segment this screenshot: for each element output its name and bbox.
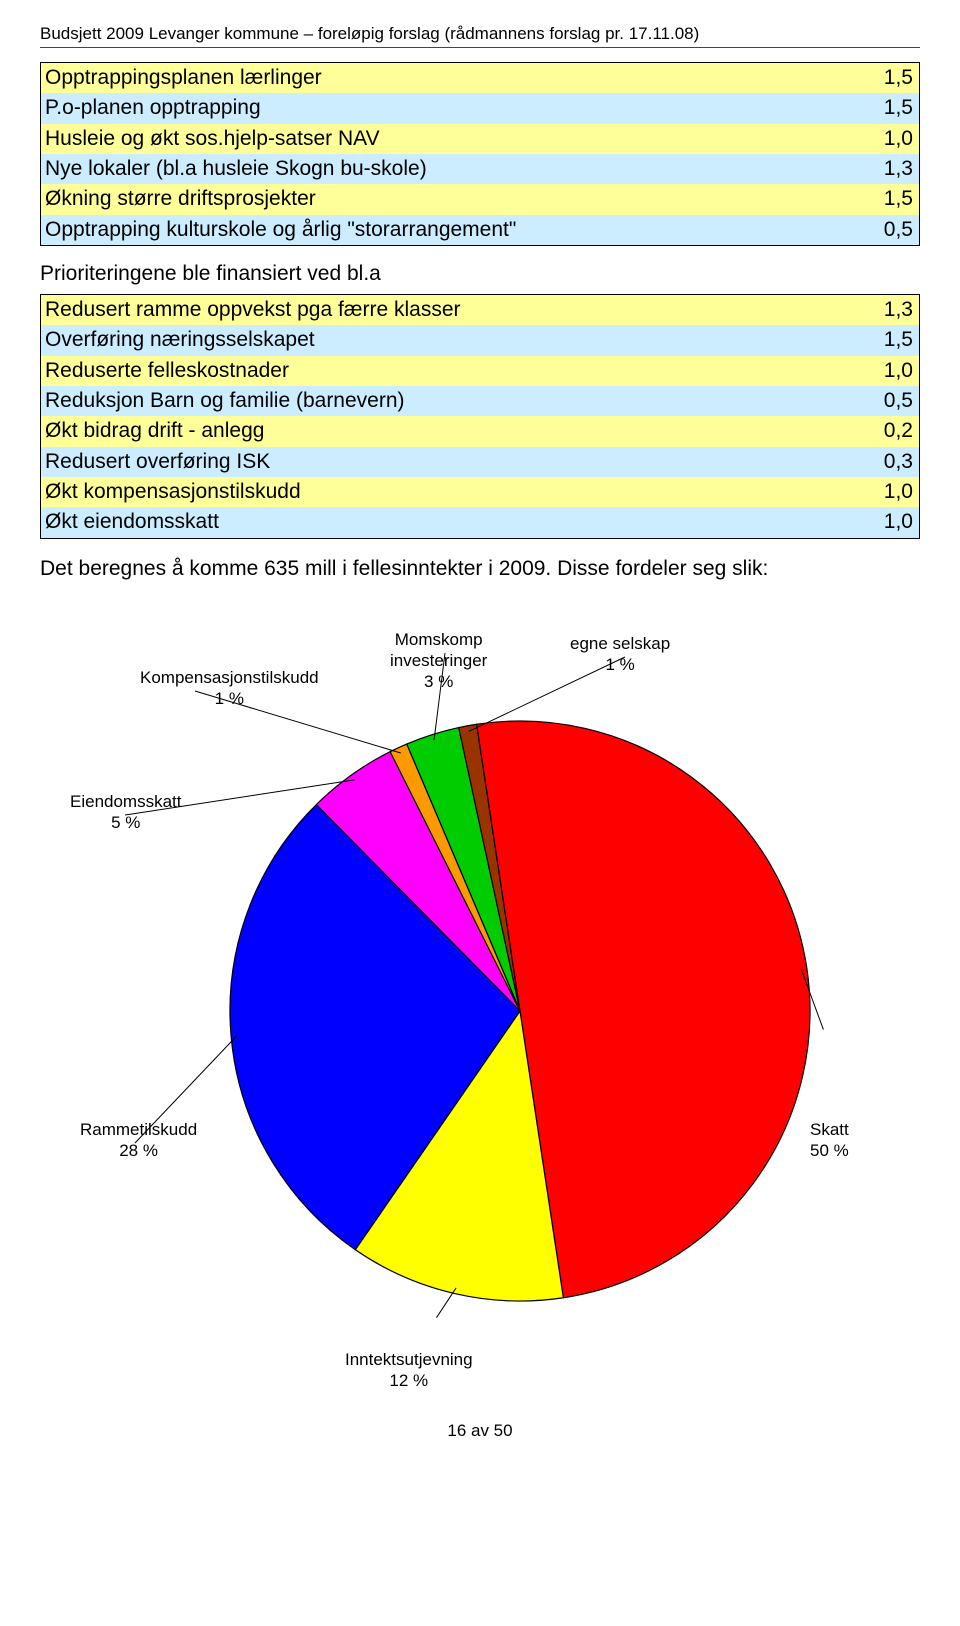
pie-label-name: Eiendomsskatt	[70, 791, 182, 812]
row-value: 1,0	[849, 507, 919, 537]
body-text: Det beregnes å komme 635 mill i fellesin…	[40, 557, 920, 581]
row-label: Økt eiendomsskatt	[41, 507, 849, 537]
pie-label-name: Skatt	[810, 1119, 849, 1140]
pie-label: Rammetilskudd28 %	[80, 1119, 197, 1162]
table-row: Reduksjon Barn og familie (barnevern)0,5	[41, 386, 919, 416]
row-value: 0,5	[849, 215, 919, 245]
row-label: Opptrappingsplanen lærlinger	[41, 63, 849, 93]
pie-label: Kompensasjonstilskudd1 %	[140, 667, 319, 710]
row-value: 1,5	[849, 325, 919, 355]
pie-chart: Momskompinvesteringer3 %egne selskap1 %S…	[40, 611, 920, 1381]
table-row: Opptrapping kulturskole og årlig "storar…	[41, 215, 919, 245]
pie-label-pct: 50 %	[810, 1140, 849, 1161]
page-footer: 16 av 50	[40, 1421, 920, 1441]
table-row: P.o-planen opptrapping1,5	[41, 93, 919, 123]
row-value: 0,3	[849, 447, 919, 477]
header-text: Budsjett 2009 Levanger kommune – foreløp…	[40, 24, 699, 43]
table-row: Overføring næringsselskapet1,5	[41, 325, 919, 355]
table-1: Opptrappingsplanen lærlinger1,5P.o-plane…	[40, 62, 920, 246]
row-label: Redusert overføring ISK	[41, 447, 849, 477]
row-value: 0,5	[849, 386, 919, 416]
pie-svg	[40, 611, 920, 1381]
pie-label-pct: 1 %	[140, 688, 319, 709]
row-label: Opptrapping kulturskole og årlig "storar…	[41, 215, 849, 245]
row-value: 1,5	[849, 184, 919, 214]
table-row: Nye lokaler (bl.a husleie Skogn bu-skole…	[41, 154, 919, 184]
row-value: 0,2	[849, 416, 919, 446]
footer-text: 16 av 50	[447, 1421, 512, 1440]
pie-label: Momskompinvesteringer3 %	[390, 629, 487, 693]
row-value: 1,0	[849, 124, 919, 154]
row-value: 1,3	[849, 295, 919, 325]
page-header: Budsjett 2009 Levanger kommune – foreløp…	[40, 24, 920, 48]
table-row: Økt bidrag drift - anlegg0,2	[41, 416, 919, 446]
pie-label-pct: 28 %	[80, 1140, 197, 1161]
pie-label-name: Momskompinvesteringer	[390, 629, 487, 672]
table-row: Husleie og økt sos.hjelp-satser NAV1,0	[41, 124, 919, 154]
row-value: 1,5	[849, 93, 919, 123]
row-label: Nye lokaler (bl.a husleie Skogn bu-skole…	[41, 154, 849, 184]
pie-label-name: Kompensasjonstilskudd	[140, 667, 319, 688]
table-row: Reduserte felleskostnader1,0	[41, 356, 919, 386]
table-row: Økt kompensasjonstilskudd1,0	[41, 477, 919, 507]
pie-label-name: egne selskap	[570, 633, 670, 654]
row-value: 1,0	[849, 477, 919, 507]
table-2: Redusert ramme oppvekst pga færre klasse…	[40, 294, 920, 539]
row-value: 1,3	[849, 154, 919, 184]
table-row: Redusert overføring ISK0,3	[41, 447, 919, 477]
row-label: P.o-planen opptrapping	[41, 93, 849, 123]
pie-label-pct: 3 %	[390, 671, 487, 692]
pie-label-pct: 12 %	[345, 1370, 473, 1391]
pie-label-name: Inntektsutjevning	[345, 1349, 473, 1370]
pie-label-name: Rammetilskudd	[80, 1119, 197, 1140]
row-label: Økt kompensasjonstilskudd	[41, 477, 849, 507]
table-row: Opptrappingsplanen lærlinger1,5	[41, 63, 919, 93]
pie-label: Skatt50 %	[810, 1119, 849, 1162]
pie-label-pct: 5 %	[70, 812, 182, 833]
row-label: Økning større driftsprosjekter	[41, 184, 849, 214]
row-value: 1,5	[849, 63, 919, 93]
pie-label: Inntektsutjevning12 %	[345, 1349, 473, 1392]
leader-line	[436, 1288, 456, 1318]
table-row: Økt eiendomsskatt1,0	[41, 507, 919, 537]
row-label: Overføring næringsselskapet	[41, 325, 849, 355]
row-label: Reduksjon Barn og familie (barnevern)	[41, 386, 849, 416]
interlude-text: Prioriteringene ble finansiert ved bl.a	[40, 262, 920, 286]
pie-label-pct: 1 %	[570, 654, 670, 675]
row-label: Økt bidrag drift - anlegg	[41, 416, 849, 446]
pie-label: Eiendomsskatt5 %	[70, 791, 182, 834]
row-label: Reduserte felleskostnader	[41, 356, 849, 386]
row-label: Redusert ramme oppvekst pga færre klasse…	[41, 295, 849, 325]
row-label: Husleie og økt sos.hjelp-satser NAV	[41, 124, 849, 154]
table-row: Økning større driftsprosjekter1,5	[41, 184, 919, 214]
row-value: 1,0	[849, 356, 919, 386]
pie-label: egne selskap1 %	[570, 633, 670, 676]
table-row: Redusert ramme oppvekst pga færre klasse…	[41, 295, 919, 325]
